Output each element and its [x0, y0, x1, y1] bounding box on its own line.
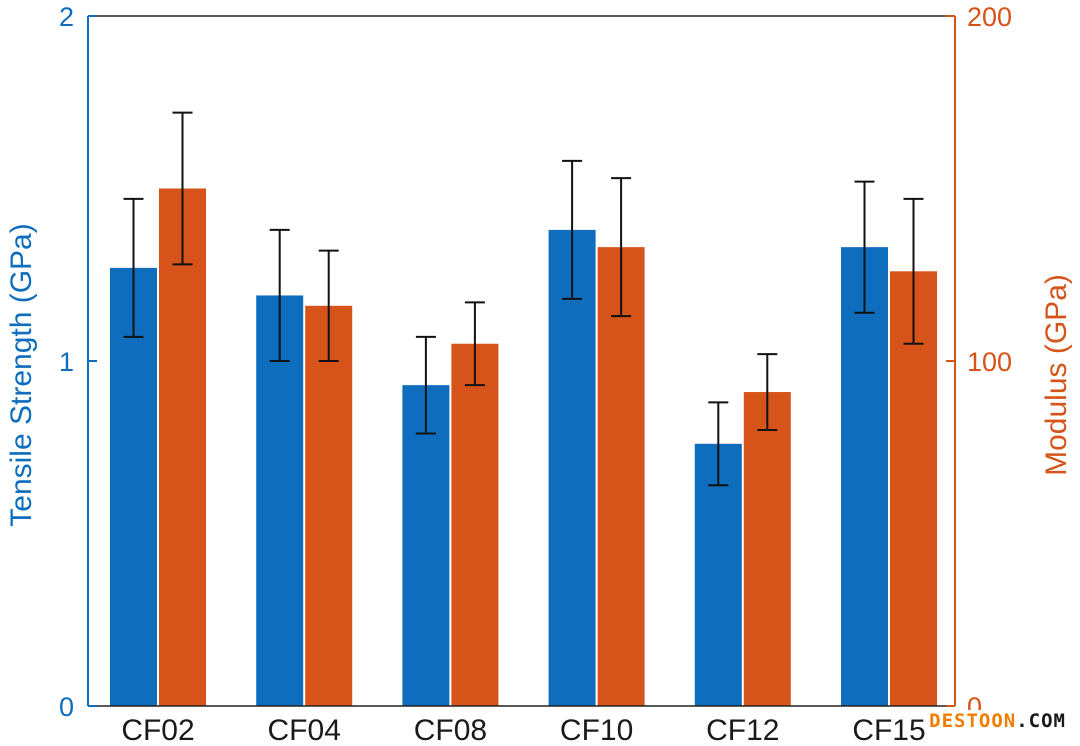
bar-cf15-strength — [841, 247, 888, 706]
right-tick-label: 100 — [967, 347, 1012, 377]
error-bar-cf15-modulus — [903, 197, 924, 345]
left-tick-label: 1 — [59, 347, 74, 377]
bar-cf04-strength — [256, 295, 304, 706]
watermark-suffix: .COM — [1016, 710, 1066, 732]
error-bar-cf02-strength — [123, 197, 144, 338]
x-tick-label-cf08: CF08 — [414, 714, 487, 746]
x-tick-label-cf12: CF12 — [706, 714, 779, 746]
bar-cf12-modulus — [743, 392, 791, 706]
watermark: DESTOON.COM — [927, 710, 1068, 732]
bar-cf12-strength — [694, 443, 742, 706]
right-tick-label: 200 — [967, 2, 1012, 32]
left-tick-label: 0 — [59, 692, 74, 722]
error-bar-cf02-modulus — [172, 111, 193, 266]
right-axis-title: Modulus (GPa) — [1040, 274, 1073, 476]
bar-cf02-modulus — [159, 188, 206, 706]
bar-cf10-modulus — [597, 247, 645, 706]
watermark-main: DESTOON — [929, 710, 1017, 732]
bar-cf10-strength — [548, 229, 596, 706]
error-bars-layer — [123, 111, 924, 487]
bar-cf08-modulus — [451, 343, 499, 706]
error-bar-cf12-strength — [708, 401, 729, 487]
error-bar-cf10-modulus — [611, 177, 632, 318]
error-bar-cf12-modulus — [757, 353, 778, 431]
left-axis-title: Tensile Strength (GPa) — [5, 223, 38, 526]
bar-cf02-strength — [110, 267, 157, 706]
error-bar-cf10-strength — [562, 159, 583, 300]
x-tick-label-cf15: CF15 — [852, 714, 925, 746]
error-bar-cf08-modulus — [464, 301, 485, 387]
labels-layer: CF02 CF04 CF08 CF10 CF12 CF150120100200Tensil… — [5, 2, 1073, 746]
error-bar-cf15-strength — [854, 180, 875, 314]
bars-layer — [110, 188, 937, 706]
error-bar-cf08-strength — [415, 335, 436, 435]
error-bar-cf04-modulus — [318, 249, 339, 362]
x-tick-label-cf04: CF04 — [268, 714, 341, 746]
x-tick-label-cf02: CF02 — [121, 714, 194, 746]
bar-cf04-modulus — [305, 305, 353, 706]
bar-cf08-strength — [402, 385, 450, 706]
axes-layer — [87, 15, 956, 707]
error-bar-cf04-strength — [269, 228, 290, 362]
x-tick-label-cf10: CF10 — [560, 714, 633, 746]
left-tick-label: 2 — [59, 2, 74, 32]
